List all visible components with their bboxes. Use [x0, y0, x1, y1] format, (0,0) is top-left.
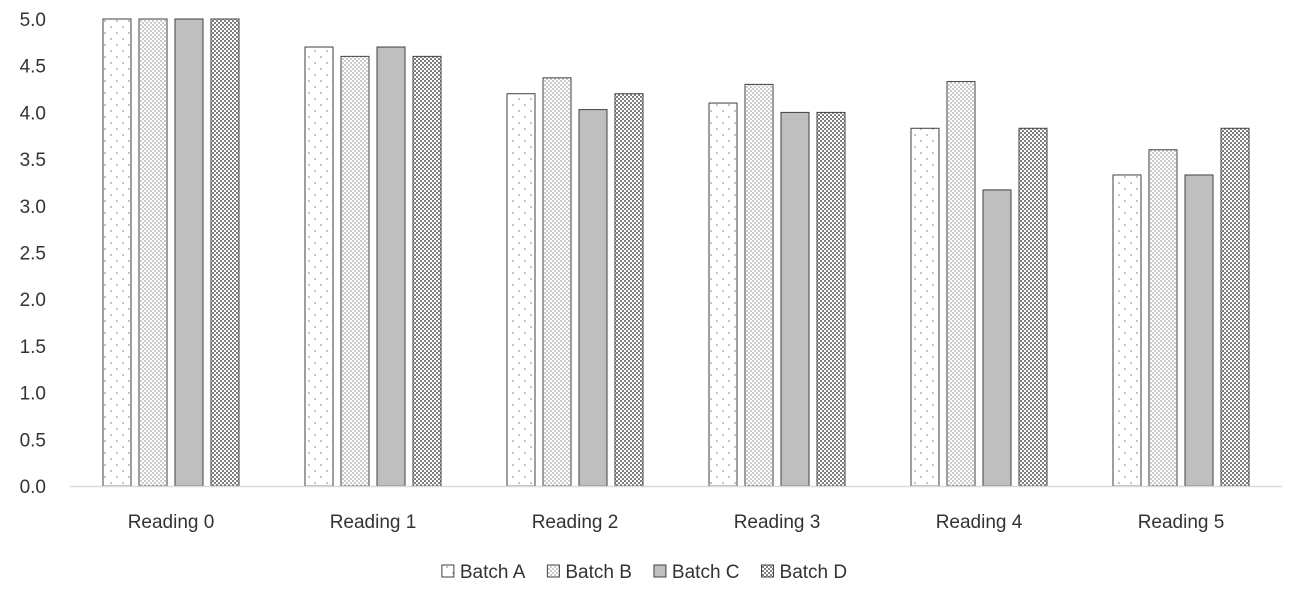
- y-tick-label: 0.0: [20, 477, 46, 498]
- bar-batch-a-reading-2: [506, 93, 536, 487]
- bar-batch-b-reading-5: [1148, 149, 1178, 487]
- bar-batch-d-reading-5: [1220, 127, 1250, 487]
- y-tick-label: 2.5: [20, 244, 46, 265]
- bar-batch-b-reading-4: [946, 81, 976, 487]
- legend: Batch A Batch B Batch C Batch D: [441, 562, 848, 583]
- bar-batch-b-reading-1: [340, 55, 370, 487]
- y-tick-label: 1.5: [20, 337, 46, 358]
- bar-batch-a-reading-1: [304, 46, 334, 487]
- x-category-label: Reading 0: [128, 512, 215, 533]
- legend-item: Batch C: [653, 562, 740, 583]
- legend-item: Batch A: [441, 562, 526, 583]
- x-axis: Reading 0 Reading 1 Reading 2 Reading 3 Read…: [128, 512, 1225, 533]
- legend-item: Batch B: [546, 562, 632, 583]
- bar-batch-a-reading-5: [1112, 174, 1142, 487]
- y-tick-label: 3.0: [20, 197, 46, 218]
- y-tick-label: 3.5: [20, 150, 46, 171]
- bar-batch-a-reading-3: [708, 102, 738, 487]
- legend-swatch: [441, 564, 455, 578]
- bar-batch-b-reading-0: [138, 18, 168, 487]
- legend-label: Batch D: [780, 562, 848, 583]
- x-category-label: Reading 1: [330, 512, 417, 533]
- bar-batch-d-reading-1: [412, 55, 442, 487]
- y-tick-label: 1.0: [20, 384, 46, 405]
- bar-batch-c-reading-4: [982, 189, 1012, 487]
- x-category-label: Reading 5: [1138, 512, 1225, 533]
- bar-batch-d-reading-3: [816, 111, 846, 487]
- legend-swatch: [761, 564, 775, 578]
- bar-batch-d-reading-0: [210, 18, 240, 487]
- legend-label: Batch A: [460, 562, 526, 583]
- bar-batch-c-reading-0: [174, 18, 204, 487]
- y-axis: 0.0 0.5 1.0 1.5 2.0 2.5 3.0 3.5 4.0 4.5 5.0: [20, 10, 46, 498]
- bar-batch-a-reading-4: [910, 127, 940, 487]
- y-tick-label: 2.0: [20, 290, 46, 311]
- bar-batch-b-reading-2: [542, 77, 572, 487]
- bar-batch-c-reading-5: [1184, 174, 1214, 487]
- bar-batch-d-reading-4: [1018, 127, 1048, 487]
- bars-group: [102, 18, 1250, 487]
- y-tick-label: 4.0: [20, 103, 46, 124]
- legend-item: Batch D: [761, 562, 848, 583]
- x-category-label: Reading 2: [532, 512, 619, 533]
- legend-swatch: [546, 564, 560, 578]
- x-category-label: Reading 4: [936, 512, 1023, 533]
- legend-swatch: [653, 564, 667, 578]
- bar-batch-b-reading-3: [744, 83, 774, 487]
- bar-batch-c-reading-2: [578, 109, 608, 487]
- bar-batch-a-reading-0: [102, 18, 132, 487]
- y-tick-label: 5.0: [20, 10, 46, 31]
- legend-label: Batch B: [565, 562, 632, 583]
- y-tick-label: 4.5: [20, 57, 46, 78]
- bar-batch-c-reading-1: [376, 46, 406, 487]
- y-tick-label: 0.5: [20, 430, 46, 451]
- bar-batch-c-reading-3: [780, 111, 810, 487]
- legend-label: Batch C: [672, 562, 740, 583]
- bar-batch-d-reading-2: [614, 93, 644, 487]
- x-category-label: Reading 3: [734, 512, 821, 533]
